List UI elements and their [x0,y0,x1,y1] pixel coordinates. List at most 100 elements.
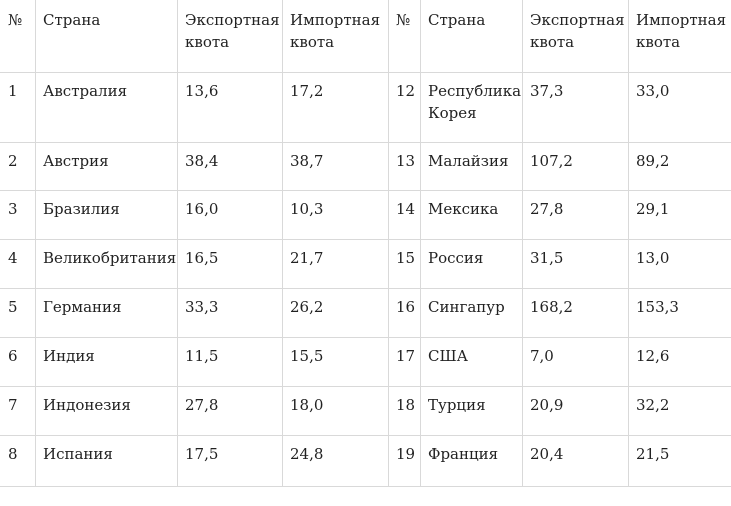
cell-export-quota-line: 17,5 [185,445,219,463]
cell-export-quota: 31,5 [530,247,563,269]
cell-export-quota: 168,2 [530,296,573,318]
cell-num: 7 [8,394,18,416]
cell-num: 19 [396,443,415,465]
cell-import-quota-line: 18,0 [290,396,324,414]
cell-import-quota: 13,0 [636,247,669,269]
cell-import-quota-line: 29,1 [636,200,670,218]
cell-export-quota-line: 37,3 [530,82,564,100]
row-divider [0,288,731,289]
cell-num: 16 [396,296,415,318]
cell-num-line: 1 [8,82,18,100]
cell-country-line: США [428,347,468,365]
cell-num-line: 3 [8,200,18,218]
column-divider [522,0,523,486]
cell-export-quota: 37,3 [530,80,563,102]
cell-export-quota-line: 31,5 [530,249,564,267]
cell-num: 14 [396,198,415,220]
cell-num: 6 [8,345,18,367]
column-divider [420,0,421,486]
header-export-quota-line: квота [185,33,230,51]
cell-country: Великобритания [43,247,176,269]
cell-import-quota-line: 33,0 [636,82,670,100]
cell-country-line: Австрия [43,152,109,170]
cell-num-line: 16 [396,298,416,316]
column-divider [628,0,629,486]
cell-country-line: Германия [43,298,122,316]
cell-import-quota: 21,7 [290,247,323,269]
column-divider [35,0,36,486]
cell-export-quota: 17,5 [185,443,218,465]
cell-export-quota-line: 11,5 [185,347,219,365]
row-divider [0,190,731,191]
cell-country: Австралия [43,80,127,102]
cell-import-quota: 10,3 [290,198,323,220]
cell-num-line: 12 [396,82,416,100]
cell-country-line: Корея [428,104,477,122]
cell-import-quota: 38,7 [290,150,323,172]
cell-export-quota: 38,4 [185,150,218,172]
header-import-quota: Импортная квота [636,9,726,53]
cell-country: Малайзия [428,150,508,172]
cell-export-quota: 16,5 [185,247,218,269]
cell-import-quota: 29,1 [636,198,669,220]
header-country-line: Страна [428,11,486,29]
header-import-quota-line: Импортная [290,11,381,29]
cell-export-quota: 13,6 [185,80,218,102]
header-num: № [396,9,410,31]
cell-country: Сингапур [428,296,505,318]
cell-num-line: 13 [396,152,416,170]
cell-country: Германия [43,296,121,318]
cell-country-line: Малайзия [428,152,509,170]
cell-export-quota: 7,0 [530,345,554,367]
cell-import-quota-line: 21,7 [290,249,324,267]
cell-country-line: Республика [428,82,522,100]
cell-export-quota-line: 168,2 [530,298,573,316]
cell-export-quota: 27,8 [530,198,563,220]
cell-import-quota-line: 17,2 [290,82,324,100]
cell-export-quota-line: 27,8 [185,396,219,414]
cell-import-quota-line: 153,3 [636,298,679,316]
cell-import-quota-line: 38,7 [290,152,324,170]
cell-num-line: 5 [8,298,18,316]
header-import-quota-line: квота [290,33,335,51]
header-import-quota-line: Импортная [636,11,727,29]
cell-export-quota-line: 20,9 [530,396,564,414]
column-divider [388,0,389,486]
cell-num: 12 [396,80,415,102]
cell-import-quota: 26,2 [290,296,323,318]
cell-country: Франция [428,443,498,465]
header-country-line: Страна [43,11,101,29]
cell-export-quota-line: 13,6 [185,82,219,100]
cell-num: 3 [8,198,18,220]
cell-num-line: 2 [8,152,18,170]
cell-country-line: Мексика [428,200,499,218]
cell-country-line: Испания [43,445,113,463]
cell-num: 4 [8,247,18,269]
column-divider [282,0,283,486]
cell-country-line: Россия [428,249,484,267]
cell-import-quota: 24,8 [290,443,323,465]
cell-export-quota-line: 107,2 [530,152,573,170]
cell-num: 17 [396,345,415,367]
row-divider [0,486,731,487]
cell-import-quota: 18,0 [290,394,323,416]
cell-export-quota-line: 38,4 [185,152,219,170]
row-divider [0,239,731,240]
cell-num-line: 18 [396,396,416,414]
cell-country-line: Австралия [43,82,128,100]
cell-import-quota: 15,5 [290,345,323,367]
cell-import-quota: 21,5 [636,443,669,465]
cell-num: 2 [8,150,18,172]
cell-country: США [428,345,468,367]
cell-export-quota-line: 27,8 [530,200,564,218]
cell-num-line: 4 [8,249,18,267]
header-import-quota: Импортная квота [290,9,380,53]
cell-country-line: Индия [43,347,95,365]
cell-num: 15 [396,247,415,269]
cell-import-quota: 33,0 [636,80,669,102]
cell-country-line: Турция [428,396,486,414]
cell-import-quota-line: 21,5 [636,445,670,463]
cell-import-quota-line: 13,0 [636,249,670,267]
header-country: Страна [43,9,100,31]
